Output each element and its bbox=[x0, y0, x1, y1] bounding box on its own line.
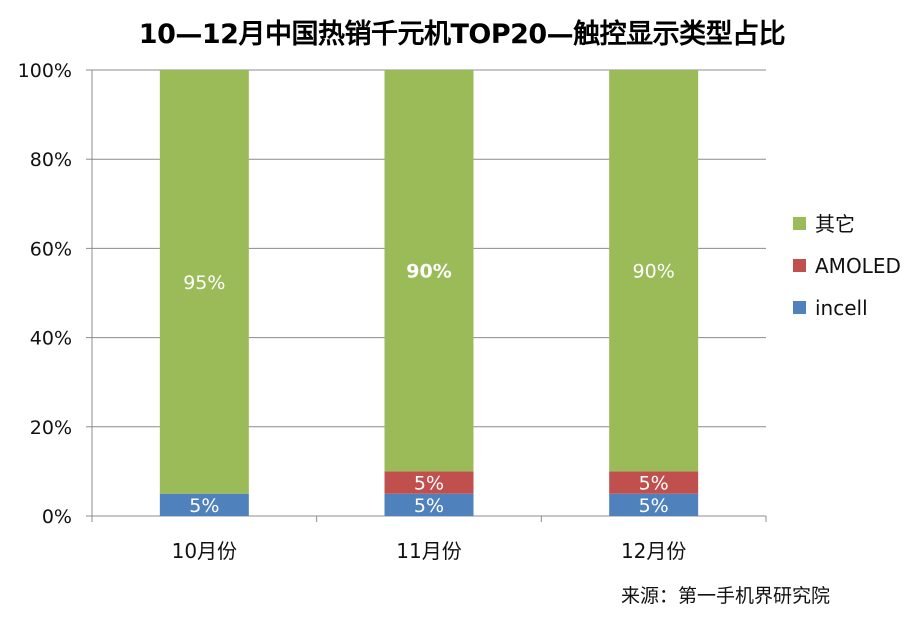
data-label: 90% bbox=[406, 261, 451, 283]
y-tick-label: 100% bbox=[18, 60, 72, 82]
data-labels: 5%95%5%5%90%5%5%90% bbox=[183, 261, 675, 517]
data-label: 5% bbox=[414, 473, 444, 495]
bar-segment-incell bbox=[384, 493, 474, 516]
bar-segment-AMOLED bbox=[609, 471, 699, 494]
axes: 0% 20% 40% 60% 80% 100% 10月份 11月份 12月份 bbox=[18, 60, 767, 563]
bar-segment-incell bbox=[609, 493, 699, 516]
legend-swatch-incell bbox=[793, 301, 806, 314]
data-label: 5% bbox=[639, 495, 669, 517]
y-tick-label: 0% bbox=[42, 506, 72, 528]
bar-segment-其它 bbox=[609, 70, 699, 472]
legend-swatch-AMOLED bbox=[793, 259, 806, 272]
y-tick-label: 20% bbox=[30, 417, 72, 439]
legend-label: 其它 bbox=[815, 212, 855, 236]
data-label: 5% bbox=[639, 473, 669, 495]
bar-segment-其它 bbox=[159, 70, 249, 494]
x-tick-label: 11月份 bbox=[396, 539, 461, 563]
legend-label: incell bbox=[815, 296, 868, 320]
chart-title: 10—12月中国热销千元机TOP20—触控显示类型占比 bbox=[138, 19, 786, 50]
y-tick-label: 40% bbox=[30, 328, 72, 350]
y-tick-label: 80% bbox=[30, 149, 72, 171]
bar-segment-AMOLED bbox=[384, 471, 474, 494]
data-label: 95% bbox=[183, 272, 225, 294]
x-tick-label: 10月份 bbox=[172, 539, 237, 563]
data-label: 90% bbox=[633, 261, 675, 283]
y-tick-label: 60% bbox=[30, 238, 72, 260]
bar-segment-incell bbox=[159, 493, 249, 516]
bar-segment-其它 bbox=[384, 70, 474, 472]
source-note: 来源：第一手机界研究院 bbox=[621, 585, 831, 607]
data-label: 5% bbox=[189, 495, 219, 517]
legend: 其它 AMOLED incell bbox=[793, 212, 901, 320]
data-label: 5% bbox=[414, 495, 444, 517]
bars bbox=[159, 70, 699, 516]
x-tick-label: 12月份 bbox=[621, 539, 686, 563]
legend-label: AMOLED bbox=[815, 254, 901, 278]
legend-swatch-其它 bbox=[793, 217, 806, 230]
